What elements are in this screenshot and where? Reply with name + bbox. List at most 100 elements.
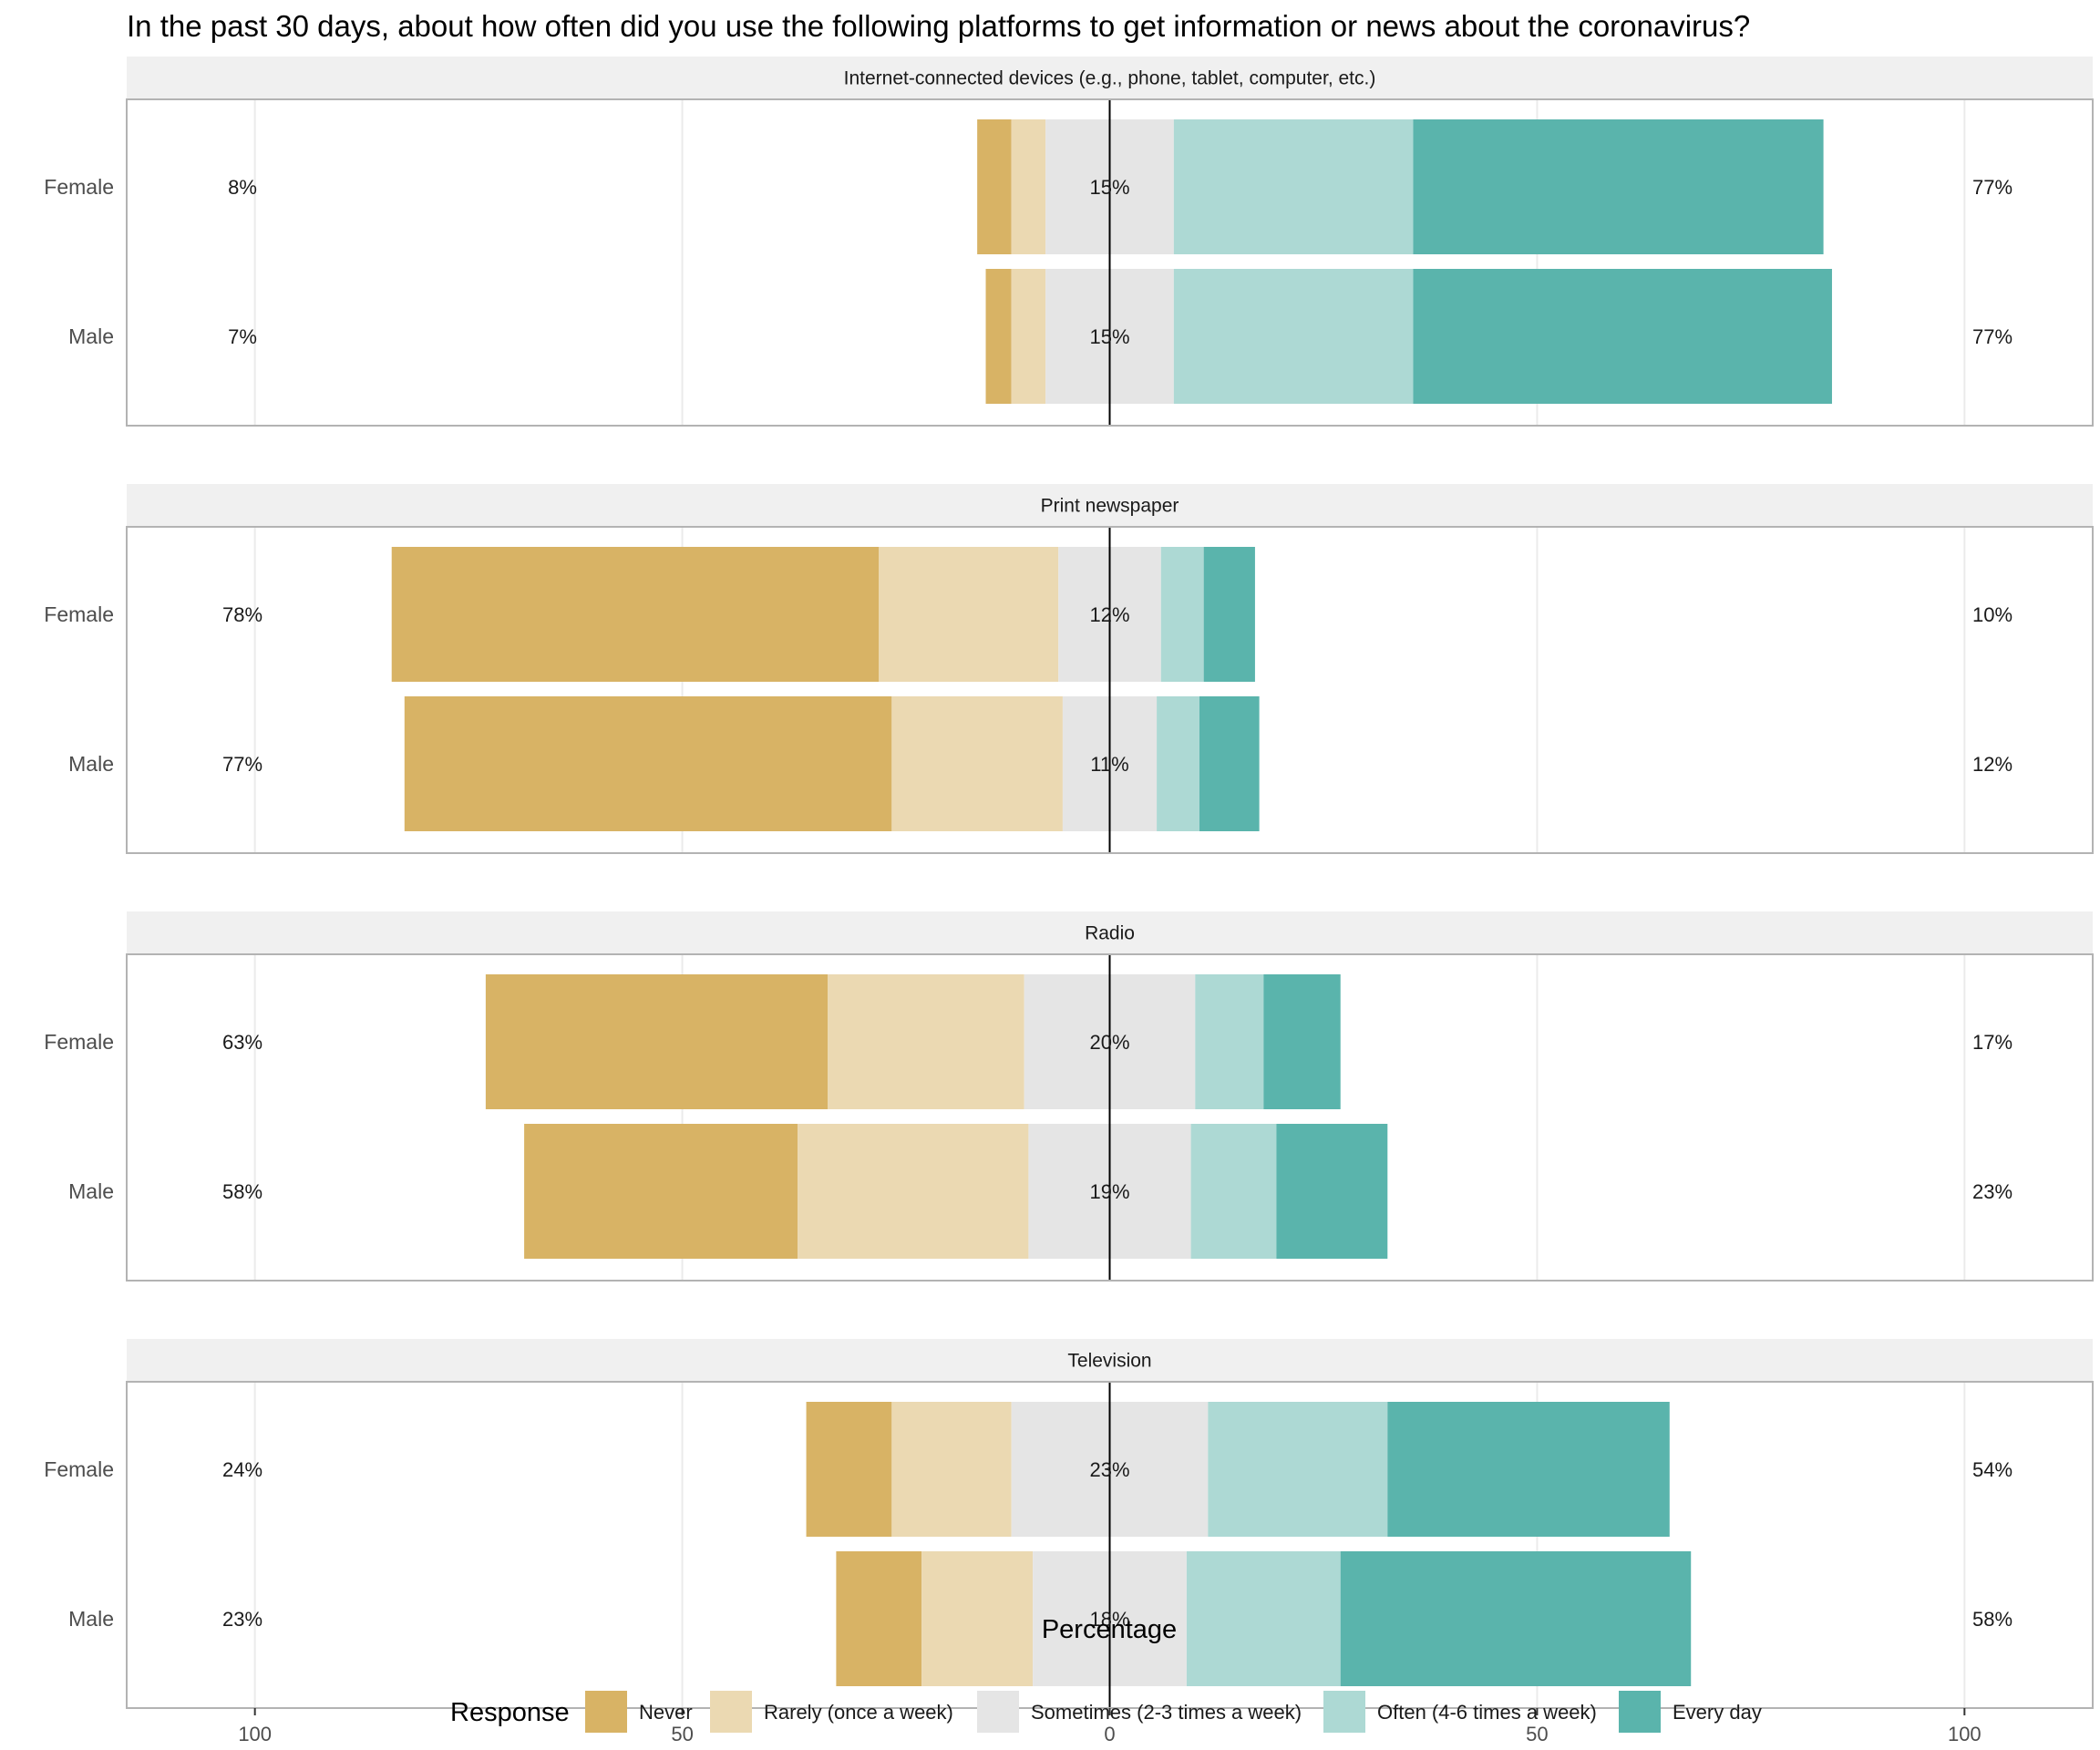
legend-label: Sometimes (2-3 times a week) — [1031, 1701, 1302, 1724]
group-label: Male — [68, 752, 114, 776]
legend-label: Every day — [1673, 1701, 1762, 1724]
low-percent-label: 58% — [222, 1180, 262, 1203]
legend: Response Never Rarely (once a week) Sometim… — [450, 1691, 1762, 1733]
chart-title: In the past 30 days, about how often did… — [127, 9, 1750, 43]
high-percent-label: 58% — [1972, 1608, 2012, 1631]
bar-segment — [1157, 696, 1199, 831]
bar-segment — [806, 1402, 892, 1537]
group-label: Male — [68, 1179, 114, 1203]
mid-percent-label: 12% — [1089, 603, 1129, 626]
x-axis-title: Percentage — [1042, 1615, 1177, 1644]
high-percent-label: 54% — [1972, 1458, 2012, 1481]
group-label: Female — [44, 175, 114, 199]
bar-segment — [1413, 269, 1832, 404]
panel: Television 24% 23% 54% Female 23% 18% 58% Male — [44, 1339, 2094, 1709]
x-tick-label: 100 — [238, 1723, 272, 1745]
bar-segment — [1160, 547, 1204, 682]
bar-segment — [879, 547, 1059, 682]
bar-segment — [1199, 696, 1260, 831]
bar-segment — [1195, 974, 1264, 1109]
low-percent-label: 78% — [222, 603, 262, 626]
bar-segment — [836, 1551, 922, 1686]
high-percent-label: 23% — [1972, 1180, 2012, 1203]
mid-percent-label: 19% — [1089, 1180, 1129, 1203]
high-percent-label: 12% — [1972, 753, 2012, 776]
bar-segment — [1203, 547, 1255, 682]
panel-strip-label: Radio — [1085, 923, 1135, 944]
bar-segment — [1208, 1402, 1388, 1537]
bar-segment — [1011, 269, 1046, 404]
bar-segment — [1173, 119, 1414, 254]
mid-percent-label: 11% — [1090, 753, 1128, 776]
x-tick-label: 100 — [1948, 1723, 1982, 1745]
group-label: Male — [68, 324, 114, 348]
high-percent-label: 10% — [1972, 603, 2012, 626]
bar-segment — [985, 269, 1012, 404]
bar-segment — [891, 1402, 1012, 1537]
group-label: Female — [44, 1457, 114, 1481]
panel: Radio 63% 20% 17% Female 58% 19% 23% Male — [44, 911, 2094, 1282]
bar-segment — [1011, 119, 1046, 254]
low-percent-label: 24% — [222, 1458, 262, 1481]
low-percent-label: 77% — [222, 753, 262, 776]
legend-key — [585, 1691, 627, 1733]
group-label: Female — [44, 602, 114, 626]
legend-label: Rarely (once a week) — [764, 1701, 953, 1724]
x-axis: 100 50 0 50 100 — [238, 1708, 1982, 1745]
legend-key — [977, 1691, 1019, 1733]
legend-title: Response — [450, 1698, 570, 1727]
bar-segment — [1340, 1551, 1692, 1686]
panel: Print newspaper 78% 12% 10% Female 77% 11% 12% M… — [44, 484, 2094, 854]
bar-segment — [921, 1551, 1034, 1686]
legend-key — [710, 1691, 752, 1733]
legend-label: Often (4-6 times a week) — [1377, 1701, 1597, 1724]
panel-border — [126, 526, 2094, 854]
low-percent-label: 23% — [222, 1608, 262, 1631]
legend-key — [1323, 1691, 1365, 1733]
bar-segment — [391, 547, 880, 682]
x-tick-label: 50 — [1526, 1723, 1548, 1745]
mid-percent-label: 23% — [1089, 1458, 1129, 1481]
high-percent-label: 77% — [1972, 176, 2012, 199]
mid-percent-label: 15% — [1089, 325, 1129, 348]
panel-border — [126, 98, 2094, 427]
panel-strip — [127, 1339, 2093, 1382]
panel-strip-label: Television — [1067, 1351, 1151, 1372]
x-tick-label: 0 — [1104, 1723, 1115, 1745]
bar-segment — [891, 696, 1063, 831]
bar-segment — [828, 974, 1024, 1109]
bar-segment — [1190, 1124, 1277, 1259]
panel-strip — [127, 911, 2093, 954]
high-percent-label: 77% — [1972, 325, 2012, 348]
panel-strip-label: Print newspaper — [1041, 496, 1179, 517]
low-percent-label: 63% — [222, 1031, 262, 1054]
bar-segment — [1413, 119, 1824, 254]
panel-strip-label: Internet-connected devices (e.g., phone,… — [844, 68, 1376, 89]
low-percent-label: 8% — [228, 176, 257, 199]
panel-strip — [127, 484, 2093, 527]
x-tick-label: 50 — [671, 1723, 693, 1745]
panel-border — [126, 953, 2094, 1282]
panels: Internet-connected devices (e.g., phone,… — [44, 57, 2094, 1709]
mid-percent-label: 20% — [1089, 1031, 1129, 1054]
mid-percent-label: 15% — [1089, 176, 1129, 199]
bar-segment — [485, 974, 829, 1109]
bar-segment — [524, 1124, 798, 1259]
panel: Internet-connected devices (e.g., phone,… — [44, 57, 2094, 427]
bar-segment — [798, 1124, 1029, 1259]
legend-key — [1619, 1691, 1661, 1733]
group-label: Male — [68, 1607, 114, 1631]
bar-segment — [977, 119, 1012, 254]
legend-label: Never — [639, 1701, 693, 1724]
low-percent-label: 7% — [228, 325, 257, 348]
bar-segment — [1276, 1124, 1388, 1259]
bar-segment — [1263, 974, 1341, 1109]
mid-percent-label: 18% — [1089, 1608, 1129, 1631]
group-label: Female — [44, 1030, 114, 1054]
high-percent-label: 17% — [1972, 1031, 2012, 1054]
bar-segment — [1173, 269, 1414, 404]
bar-segment — [404, 696, 892, 831]
bar-segment — [1186, 1551, 1341, 1686]
bar-segment — [1387, 1402, 1670, 1537]
